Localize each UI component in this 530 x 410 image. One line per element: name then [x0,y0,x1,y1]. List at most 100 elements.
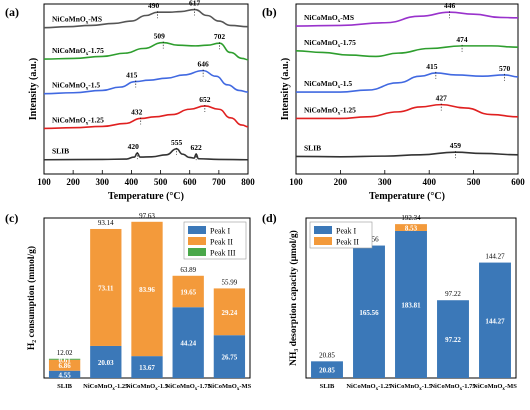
peak-label: 702 [214,32,226,41]
peak-label: 646 [197,60,209,69]
data-label: 97.22 [445,336,461,344]
y-axis-label: Intensity (a.u.) [28,58,39,121]
x-tick-label: 100 [37,177,51,187]
x-tick-label: 300 [96,177,110,187]
x-tick-label: 200 [334,177,348,187]
x-tick-label: 600 [511,177,525,187]
plot-frame [295,3,519,175]
peak-label: 415 [126,71,138,80]
series-line [296,103,519,120]
bar-segment [437,300,469,378]
legend-label: Peak II [336,238,359,247]
bar-segment [213,288,246,336]
total-label: 97.63 [139,212,155,220]
panel-b-label: (b) [262,5,277,19]
x-tick-label: 700 [212,177,226,187]
data-label: 8.53 [405,225,418,233]
panel-d-label: (d) [262,211,277,225]
series-label: NiCoMnOx-1.75 [304,38,356,49]
legend-label: Peak III [210,249,236,258]
data-label: 4.55 [58,371,71,379]
peak-label: 427 [436,94,448,103]
y-axis-label: H₂ consumption (mmol/g) [26,246,37,350]
category-label: SLIB [57,383,72,390]
category-label: NiCoMnOx-MS [208,383,252,392]
data-label: 0.61 [58,356,71,364]
total-label: 93.14 [98,219,114,227]
x-tick-label: 300 [378,177,392,187]
total-label: 192.34 [401,214,421,222]
peak-label: 490 [148,1,160,10]
bar-segment [48,358,81,360]
bar-segment [90,345,122,378]
series-label: NiCoMnOx-1.25 [52,115,104,126]
series-label: NiCoMnOx-MS [52,15,102,26]
series-label: NiCoMnOx-1.5 [52,81,100,92]
x-tick-label: 200 [66,177,80,187]
x-tick-label: 500 [467,177,481,187]
series-line [295,11,519,27]
series-line [43,8,249,29]
total-label: 63.89 [180,266,196,274]
bar-segment [90,228,122,346]
peak-label: 555 [171,138,183,147]
legend-label: Peak I [210,227,231,236]
data-label: 44.24 [180,340,196,348]
series-label: NiCoMnOx-MS [304,13,354,24]
bar-segment [479,262,511,378]
category-label: NiCoMnOx-1.25 [83,383,129,392]
peak-label: 432 [131,107,143,116]
chart-b: 100 200 300 400 500 600 Temperature (°C) Intens… [280,1,525,202]
x-tick-label: 400 [422,177,436,187]
data-label: 144.27 [485,317,505,325]
x-axis-label: Temperature (°C) [369,191,445,202]
bar-segment [131,356,163,378]
peak-label: 617 [189,0,201,8]
legend-label: Peak I [336,227,357,236]
bar-segment [395,224,427,231]
bar-segment [213,335,246,378]
series-line [43,105,249,130]
bar-segment [131,221,163,357]
y-axis-label: Intensity (a.u.) [280,58,291,121]
data-label: 19.65 [180,288,196,296]
data-label: 183.81 [401,301,421,309]
x-axis-label: Temperature (°C) [108,191,184,202]
category-label: NiCoMnOx-1.75 [430,383,476,392]
peak-label: 570 [499,64,511,73]
data-label: 29.24 [222,309,238,317]
total-label: 144.27 [485,253,505,261]
total-label: 20.85 [319,351,335,359]
legend-swatch [314,237,332,245]
data-label: 13.67 [139,364,155,372]
panel-c-label: (c) [5,211,18,225]
peak-label: 474 [456,35,468,44]
x-tick-label: 100 [289,177,303,187]
series-label: NiCoMnOx-1.25 [304,105,356,116]
category-label: NiCoMnOx-1.75 [166,383,212,392]
series-line [43,41,249,61]
peak-label: 446 [444,1,456,10]
bar-segment [48,359,81,371]
x-tick-label: 800 [241,177,255,187]
panel-a-label: (a) [5,5,19,19]
peak-label: 420 [128,142,140,151]
chart-d: 20.8520.85SLIB165.56165.56NiCoMnOx-1.251… [288,214,517,392]
series-label: NiCoMnOx-1.75 [52,46,104,57]
legend-swatch [188,248,206,256]
peak-label: 459 [450,141,462,150]
y-axis-label: NH₃ desorption capacity (μmol/g) [288,230,299,366]
peak-label: 509 [154,32,166,41]
x-tick-label: 500 [154,177,168,187]
bar-segment [311,361,343,378]
series-line [43,148,249,161]
data-label: 83.96 [139,286,155,294]
x-tick-label: 400 [125,177,139,187]
series-line [295,151,519,158]
data-label: 26.75 [222,354,238,362]
series-label: SLIB [52,147,69,156]
total-label: 97.22 [445,290,461,298]
legend-label: Peak II [210,238,233,247]
series-line [296,72,519,93]
